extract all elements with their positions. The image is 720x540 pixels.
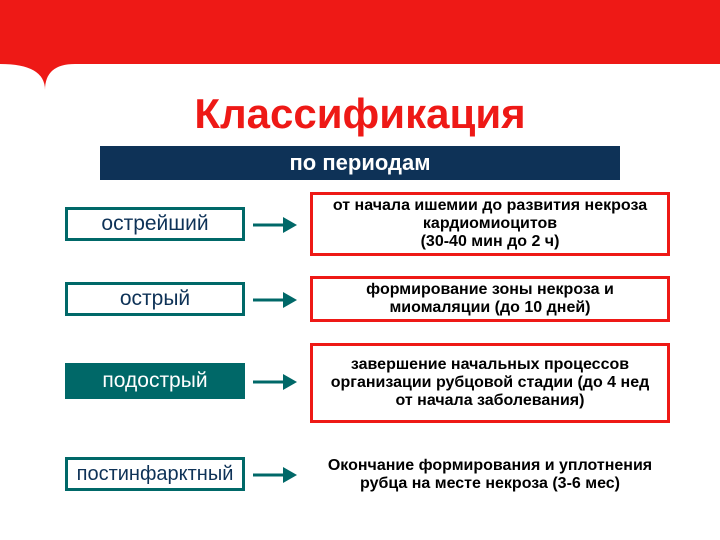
desc-line1: от начала ишемии до развития некроза кар… (323, 197, 657, 233)
desc-line1: завершение начальных процессов организац… (323, 356, 657, 410)
stage-box-ostryy: острый (65, 282, 245, 316)
header-curve-path (0, 0, 720, 90)
arrow-3 (253, 474, 299, 476)
desc-box-0: от начала ишемии до развития некроза кар… (310, 192, 670, 256)
desc-line1: формирование зоны некроза и миомаляции (… (323, 281, 657, 317)
arrow-line-icon (253, 224, 287, 227)
arrow-2 (253, 381, 299, 383)
desc-box-2: завершение начальных процессов организац… (310, 343, 670, 423)
desc-line1: Окончание формирования и уплотнения рубц… (320, 457, 660, 493)
stage-label: острейший (101, 207, 208, 241)
arrow-line-icon (253, 474, 287, 477)
stage-box-podostryy: подострый (65, 363, 245, 399)
arrow-head-icon (283, 467, 297, 483)
header-curve (0, 0, 720, 64)
arrow-head-icon (283, 217, 297, 233)
desc-box-1: формирование зоны некроза и миомаляции (… (310, 276, 670, 322)
desc-box-3: Окончание формирования и уплотнения рубц… (310, 443, 670, 507)
arrow-head-icon (283, 292, 297, 308)
stage-label: постинфарктный (77, 457, 234, 491)
stage-box-ostreyshiy: острейший (65, 207, 245, 241)
arrow-line-icon (253, 299, 287, 302)
stage-box-postinfarktnyy: постинфарктный (65, 457, 245, 491)
stage-label: острый (120, 282, 190, 316)
desc-line2: (30-40 мин до 2 ч) (323, 233, 657, 251)
arrow-0 (253, 224, 299, 226)
arrow-line-icon (253, 381, 287, 384)
page-title: Классификация (0, 90, 720, 138)
arrow-head-icon (283, 374, 297, 390)
arrow-1 (253, 299, 299, 301)
stage-label: подострый (102, 363, 207, 399)
subtitle-bar: по периодам (100, 146, 620, 180)
